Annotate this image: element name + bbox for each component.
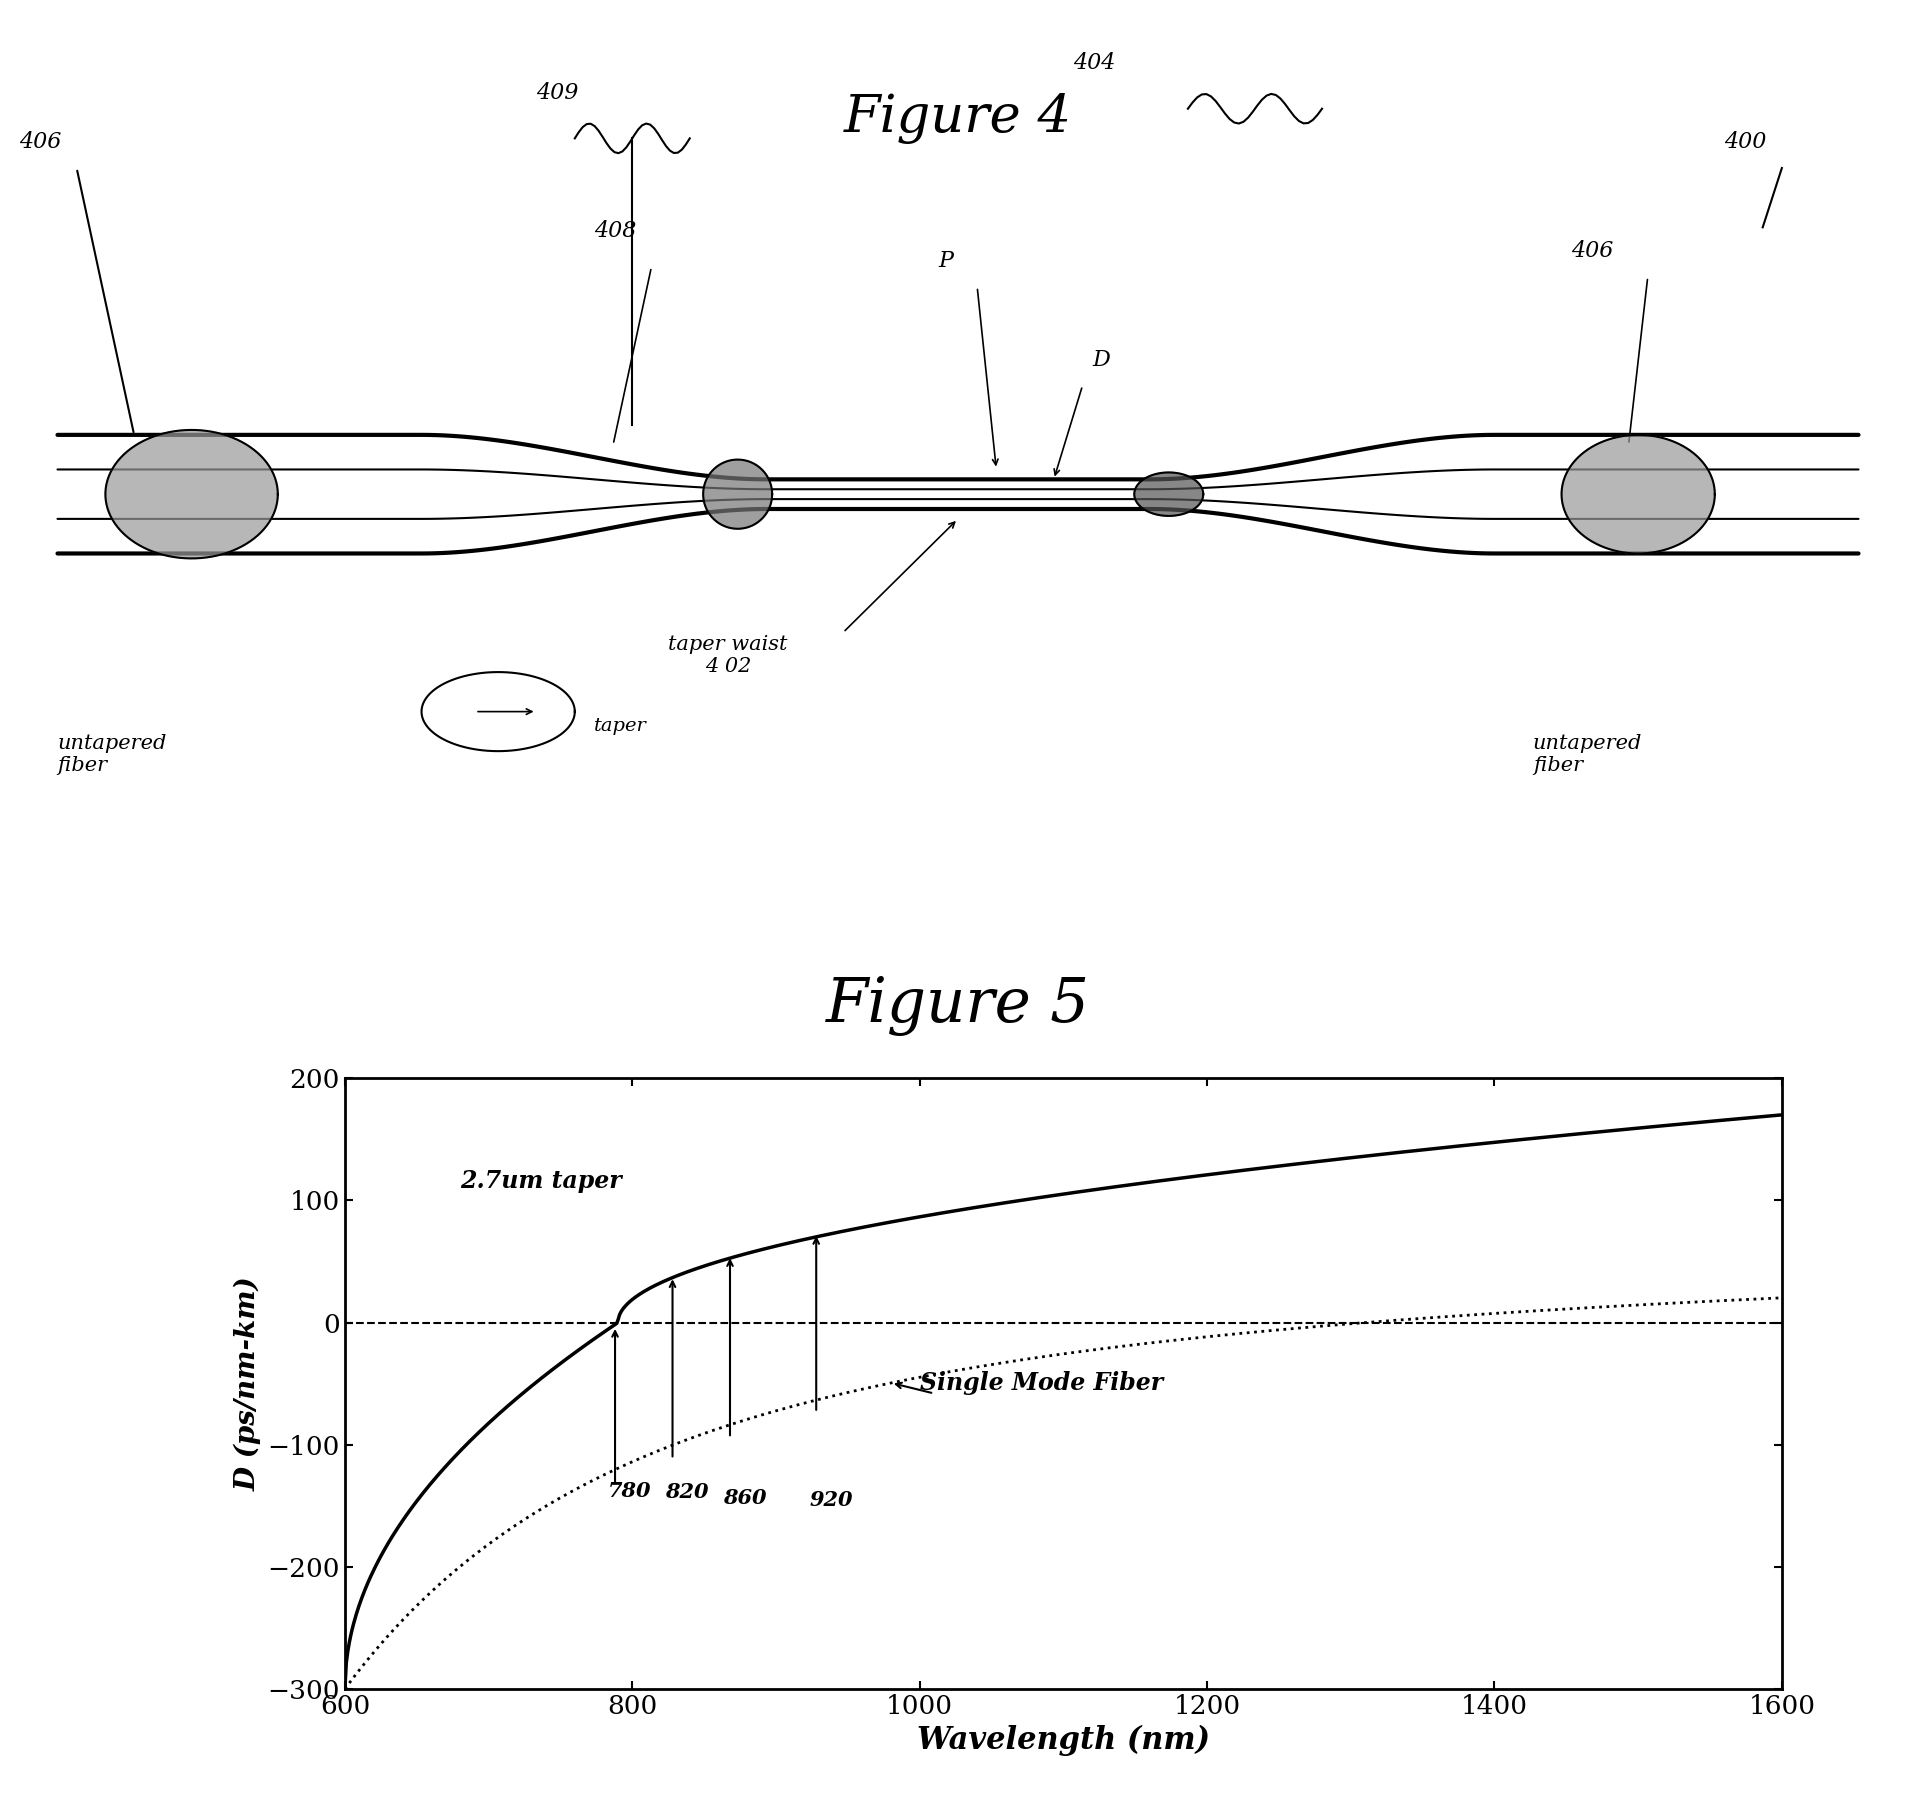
Polygon shape	[105, 429, 278, 559]
Text: untapered
fiber: untapered fiber	[1533, 733, 1642, 775]
Text: untapered
fiber: untapered fiber	[57, 733, 167, 775]
Text: taper waist
4 02: taper waist 4 02	[669, 634, 787, 676]
Text: 409: 409	[536, 83, 579, 104]
Text: 408: 408	[594, 221, 636, 243]
Text: Single Mode Fiber: Single Mode Fiber	[920, 1371, 1163, 1394]
Text: P: P	[939, 250, 954, 271]
Text: 820: 820	[665, 1483, 709, 1502]
Text: 2.7um taper: 2.7um taper	[460, 1170, 621, 1193]
Polygon shape	[703, 460, 772, 528]
Text: D: D	[1092, 349, 1109, 370]
Text: 400: 400	[1724, 131, 1767, 153]
Text: 406: 406	[19, 131, 61, 153]
Polygon shape	[1562, 435, 1715, 553]
Text: 404: 404	[1073, 52, 1115, 74]
Text: 860: 860	[722, 1488, 766, 1508]
Text: Figure 4: Figure 4	[845, 93, 1071, 144]
Text: 920: 920	[809, 1490, 853, 1509]
Text: 780: 780	[607, 1481, 651, 1500]
Text: taper: taper	[594, 717, 648, 735]
Polygon shape	[1134, 473, 1203, 516]
Text: Figure 5: Figure 5	[826, 976, 1090, 1037]
X-axis label: Wavelength (nm): Wavelength (nm)	[918, 1725, 1209, 1756]
Y-axis label: D (ps/nm-km): D (ps/nm-km)	[234, 1276, 262, 1492]
Text: 406: 406	[1571, 241, 1613, 262]
